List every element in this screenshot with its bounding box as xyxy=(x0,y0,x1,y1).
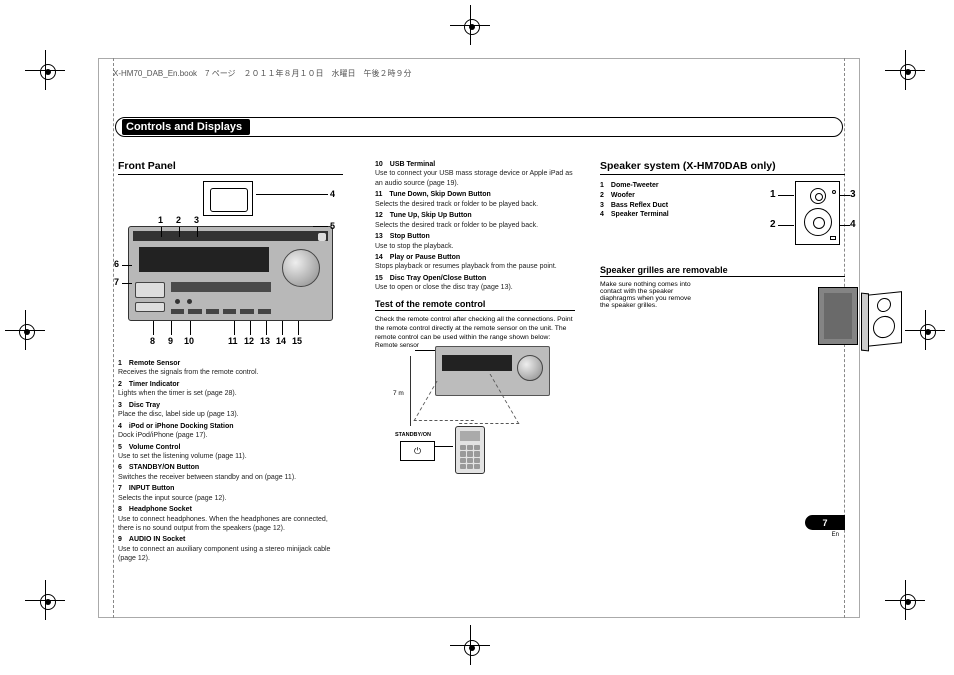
item-desc: Use to connect headphones. When the head… xyxy=(118,515,343,534)
item-desc: Selects the desired track or folder to b… xyxy=(375,200,575,209)
tweeter-icon xyxy=(810,188,826,204)
speaker-part: 3 Bass Reflex Duct xyxy=(600,201,692,211)
item-title: 5 Volume Control xyxy=(118,443,343,452)
speaker-grille-diagram xyxy=(708,287,845,367)
speaker-diagram: 1 2 3 4 xyxy=(700,181,845,251)
grilles-text: Make sure nothing comes into contact wit… xyxy=(600,281,700,367)
column-middle: 10 USB TerminalUse to connect your USB m… xyxy=(375,160,575,476)
item-title: 8 Headphone Socket xyxy=(118,505,343,514)
main-unit-icon xyxy=(128,226,333,321)
speaker-box-icon xyxy=(795,181,840,245)
item-title: 2 Timer Indicator xyxy=(118,380,343,389)
item-title: 9 AUDIO IN Socket xyxy=(118,535,343,544)
remote-test-heading: Test of the remote control xyxy=(375,299,575,311)
spk-callout-3: 3 xyxy=(850,189,856,200)
item-title: 11 Tune Down, Skip Down Button xyxy=(375,190,575,199)
spk-callout-2: 2 xyxy=(770,219,776,230)
item-title: 10 USB Terminal xyxy=(375,160,575,169)
callout-5: 5 xyxy=(330,221,335,231)
item-desc: Use to stop the playback. xyxy=(375,242,575,251)
item-desc: Switches the receiver between standby an… xyxy=(118,473,343,482)
speaker-heading: Speaker system (X-HM70DAB only) xyxy=(600,160,845,175)
remote-test-text: Check the remote control after checking … xyxy=(375,315,575,343)
remote-sensor-label: Remote sensor xyxy=(375,342,419,349)
callout-10: 10 xyxy=(184,336,194,346)
item-title: 3 Disc Tray xyxy=(118,401,343,410)
spk-callout-1: 1 xyxy=(770,189,776,200)
item-desc: Stops playback or resumes playback from … xyxy=(375,262,575,271)
spk-callout-4: 4 xyxy=(850,219,856,230)
section-title: Controls and Displays xyxy=(122,119,250,135)
item-title: 13 Stop Button xyxy=(375,232,575,241)
item-desc: Dock iPod/iPhone (page 17). xyxy=(118,431,343,440)
item-title: 7 INPUT Button xyxy=(118,484,343,493)
standby-label: STANDBY/ON xyxy=(395,432,431,438)
callout-12: 12 xyxy=(244,336,254,346)
callout-9: 9 xyxy=(168,336,173,346)
item-desc: Use to connect an auxiliary component us… xyxy=(118,545,343,564)
speaker-part: 4 Speaker Terminal xyxy=(600,210,692,220)
front-panel-heading: Front Panel xyxy=(118,160,343,175)
speaker-terminal-icon xyxy=(830,236,836,240)
item-title: 6 STANDBY/ON Button xyxy=(118,463,343,472)
grilles-heading: Speaker grilles are removable xyxy=(600,265,845,277)
section-title-container: Controls and Displays xyxy=(115,117,843,137)
page-lang: En xyxy=(832,532,839,538)
item-desc: Use to connect your USB mass storage dev… xyxy=(375,169,575,188)
front-panel-items-cont: 10 USB TerminalUse to connect your USB m… xyxy=(375,160,575,293)
page-number-badge: 7 xyxy=(805,515,845,530)
item-title: 12 Tune Up, Skip Up Button xyxy=(375,211,575,220)
item-title: 1 Remote Sensor xyxy=(118,359,343,368)
callout-14: 14 xyxy=(276,336,286,346)
remote-range-diagram: Remote sensor 7 m STANDBY/ON ⏻ xyxy=(375,346,555,476)
speaker-part: 2 Woofer xyxy=(600,191,692,201)
front-panel-items: 1 Remote SensorReceives the signals from… xyxy=(118,359,343,564)
distance-label: 7 m xyxy=(393,390,404,397)
bass-port-icon xyxy=(832,190,836,194)
item-desc: Use to open or close the disc tray (page… xyxy=(375,283,575,292)
callout-4: 4 xyxy=(330,189,335,199)
header-line: X-HM70_DAB_En.book 7 ページ ２０１１年８月１０日 水曜日 … xyxy=(113,68,845,79)
callout-11: 11 xyxy=(228,336,238,346)
volume-knob-icon xyxy=(282,249,320,287)
item-desc: Lights when the timer is set (page 28). xyxy=(118,389,343,398)
item-desc: Selects the input source (page 12). xyxy=(118,494,343,503)
callout-7: 7 xyxy=(114,277,119,287)
dock-slot-icon xyxy=(203,181,253,216)
grille-icon xyxy=(818,287,858,345)
item-desc: Receives the signals from the remote con… xyxy=(118,368,343,377)
speaker-parts-list: 1 Dome-Tweeter2 Woofer3 Bass Reflex Duct… xyxy=(600,181,692,255)
item-title: 15 Disc Tray Open/Close Button xyxy=(375,274,575,283)
woofer-icon xyxy=(804,208,832,236)
item-desc: Place the disc, label side up (page 13). xyxy=(118,410,343,419)
callout-6: 6 xyxy=(114,259,119,269)
item-title: 14 Play or Pause Button xyxy=(375,253,575,262)
column-front-panel: Front Panel 1 2 3 4 5 6 7 8 xyxy=(118,160,343,566)
remote-control-icon xyxy=(455,426,485,474)
column-speaker: Speaker system (X-HM70DAB only) 1 Dome-T… xyxy=(600,160,845,367)
item-desc: Selects the desired track or folder to b… xyxy=(375,221,575,230)
item-desc: Use to set the listening volume (page 11… xyxy=(118,452,343,461)
callout-8: 8 xyxy=(150,336,155,346)
item-title: 4 iPod or iPhone Docking Station xyxy=(118,422,343,431)
callout-1: 1 xyxy=(158,215,163,225)
speaker-open-icon xyxy=(866,291,902,347)
front-panel-diagram: 1 2 3 4 5 6 7 8 9 10 11 12 13 14 15 xyxy=(118,181,343,351)
callout-2: 2 xyxy=(176,215,181,225)
callout-15: 15 xyxy=(292,336,302,346)
standby-button-icon: ⏻ xyxy=(400,441,435,461)
callout-3: 3 xyxy=(194,215,199,225)
callout-13: 13 xyxy=(260,336,270,346)
speaker-part: 1 Dome-Tweeter xyxy=(600,181,692,191)
